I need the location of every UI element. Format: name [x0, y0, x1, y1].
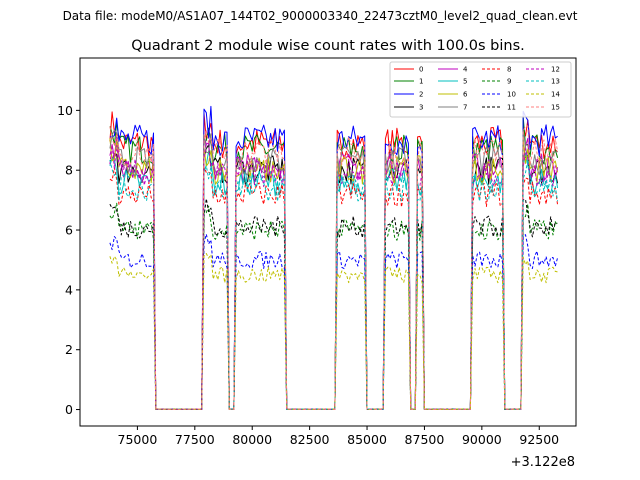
legend-label-11: 11: [507, 104, 516, 112]
figure-suptitle: Data file: modeM0/AS1A07_144T02_90000033…: [63, 9, 578, 23]
x-tick-label: 92500: [519, 432, 559, 447]
legend-label-13: 13: [551, 78, 560, 86]
legend-label-15: 15: [551, 104, 560, 112]
x-tick-label: 90000: [462, 432, 502, 447]
x-tick-label: 82500: [290, 432, 330, 447]
legend-label-12: 12: [551, 66, 560, 74]
y-tick-label: 0: [65, 402, 73, 417]
legend-label-4: 4: [463, 66, 468, 74]
y-tick-label: 10: [57, 103, 73, 118]
legend-frame: [389, 61, 572, 118]
x-axis: 75000 77500 80000 82500 85000 87500 90000 92500: [118, 426, 559, 447]
legend-label-8: 8: [507, 66, 511, 74]
plot-series: [109, 105, 559, 410]
chart-title: Quadrant 2 module wise count rates with …: [131, 38, 525, 54]
x-tick-label: 80000: [232, 432, 272, 447]
legend-label-2: 2: [419, 91, 423, 99]
legend-label-5: 5: [463, 78, 467, 86]
y-axis: 0 2 4 6 8 10: [57, 103, 80, 417]
legend-label-14: 14: [551, 91, 560, 99]
legend-label-10: 10: [507, 91, 516, 99]
legend-label-6: 6: [463, 91, 468, 99]
x-tick-label: 85000: [347, 432, 387, 447]
y-tick-label: 4: [65, 282, 73, 297]
legend-label-9: 9: [507, 78, 511, 86]
x-tick-label: 77500: [175, 432, 215, 447]
legend-label-1: 1: [419, 78, 423, 86]
y-tick-label: 6: [65, 223, 73, 238]
x-tick-label: 75000: [118, 432, 158, 447]
legend-label-3: 3: [419, 104, 423, 112]
series-line-15: [109, 125, 559, 410]
x-offset-label: +3.122e8: [511, 455, 575, 470]
legend-label-0: 0: [419, 66, 423, 74]
plot-frame: [79, 57, 577, 427]
x-tick-label: 87500: [405, 432, 445, 447]
y-tick-label: 8: [65, 163, 73, 178]
y-tick-label: 2: [65, 342, 73, 357]
legend-label-7: 7: [463, 104, 467, 112]
